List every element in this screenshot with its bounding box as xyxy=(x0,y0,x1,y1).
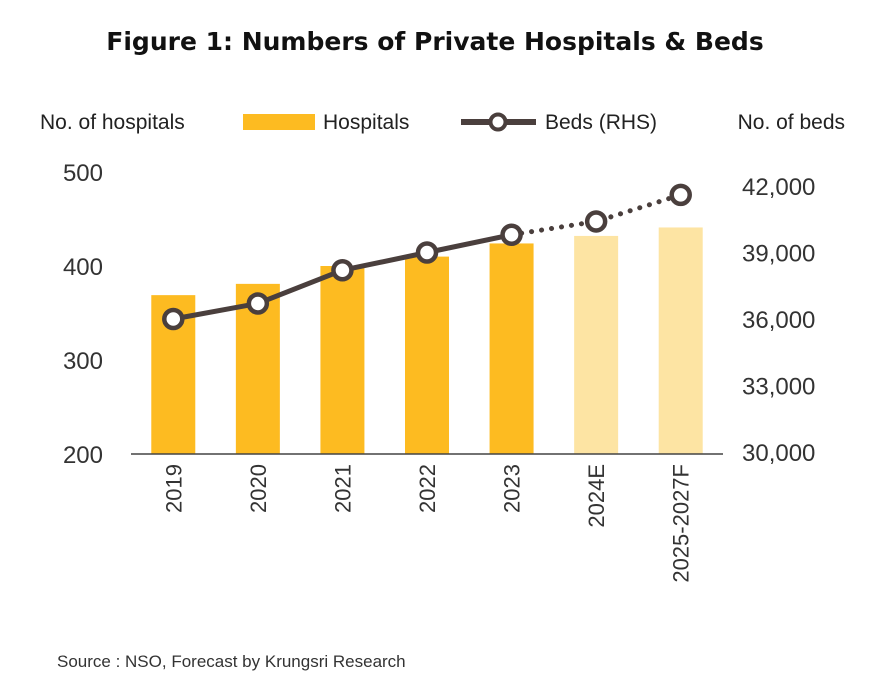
right-tick-label: 33,000 xyxy=(742,374,815,401)
plot-area: 200 300 400 500 30,000 33,000 36,000 39,000 42,0… xyxy=(63,160,815,583)
left-tick-label: 300 xyxy=(63,348,103,375)
legend: Hospitals Beds (RHS) xyxy=(243,111,657,134)
right-tick-label: 36,000 xyxy=(742,307,815,334)
beds-point-2024E xyxy=(584,210,608,233)
bar-2025-2027F xyxy=(658,227,703,454)
category-label: 2023 xyxy=(500,464,525,513)
category-label: 2025-2027F xyxy=(669,464,694,583)
beds-point-2022 xyxy=(415,241,439,264)
bar-2024E xyxy=(574,235,619,454)
right-tick-label: 39,000 xyxy=(742,241,815,268)
legend-swatch-beds-marker xyxy=(488,112,508,132)
beds-point-2025-2027F xyxy=(669,183,692,207)
left-tick-label: 200 xyxy=(63,442,103,469)
source-note: Source : NSO, Forecast by Krungsri Resea… xyxy=(57,652,406,671)
right-tick-label: 30,000 xyxy=(742,440,815,467)
beds-line-forecast xyxy=(509,192,684,238)
beds-point-2023 xyxy=(500,223,523,247)
legend-label-beds: Beds (RHS) xyxy=(545,111,657,134)
chart-title: Figure 1: Numbers of Private Hospitals &… xyxy=(106,27,763,56)
category-label: 2021 xyxy=(330,464,355,513)
category-label: 2024E xyxy=(584,464,609,528)
beds-point-2020 xyxy=(246,292,270,315)
beds-point-2021 xyxy=(331,258,354,282)
legend-label-hospitals: Hospitals xyxy=(323,111,409,134)
right-tick-label: 42,000 xyxy=(742,174,815,201)
beds-point-2019 xyxy=(162,307,185,331)
left-axis-title: No. of hospitals xyxy=(40,111,185,134)
category-label: 2019 xyxy=(161,464,186,513)
left-tick-label: 500 xyxy=(63,160,103,187)
bar-2022 xyxy=(405,256,449,454)
left-tick-label: 400 xyxy=(63,254,103,281)
category-label: 2022 xyxy=(415,464,440,513)
category-label: 2020 xyxy=(246,464,271,513)
bar-2021 xyxy=(320,266,365,454)
right-axis-title: No. of beds xyxy=(738,111,845,134)
legend-swatch-hospitals xyxy=(243,114,315,130)
bar-2023 xyxy=(489,243,534,454)
